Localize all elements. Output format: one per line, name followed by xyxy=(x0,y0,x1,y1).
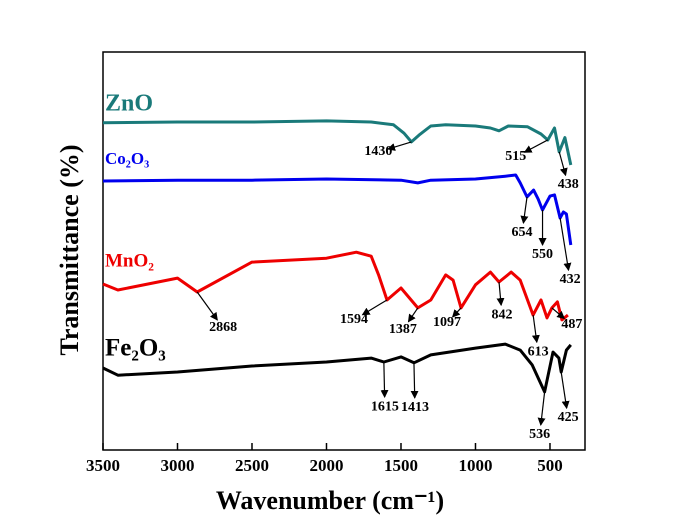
plot-frame xyxy=(102,51,586,451)
peak-label: 550 xyxy=(532,247,553,262)
peak-label: 654 xyxy=(512,225,533,240)
peak-arrow xyxy=(531,314,540,344)
peak-arrow xyxy=(407,307,419,323)
peak-arrow xyxy=(559,217,572,272)
series-line xyxy=(102,250,569,322)
peak-label: 842 xyxy=(492,307,513,322)
peak-label: 613 xyxy=(528,344,549,359)
series-line xyxy=(102,173,573,246)
peak-arrow xyxy=(496,281,505,307)
peak-label: 1615 xyxy=(371,399,399,414)
x-tick-label: 3500 xyxy=(86,456,120,475)
peak-label: 1387 xyxy=(389,322,417,337)
x-tick-label: 2000 xyxy=(309,456,343,475)
peak-label: 1430 xyxy=(364,144,392,159)
series-line xyxy=(102,342,572,394)
series-label: MnO₂ xyxy=(105,250,154,271)
peak-label: 432 xyxy=(560,272,581,287)
peak-label: 2868 xyxy=(209,320,237,335)
series-label: ZnO xyxy=(105,91,153,117)
x-tick-label: 1000 xyxy=(458,456,492,475)
x-tick-label: 1500 xyxy=(384,456,418,475)
x-tick-label: 2500 xyxy=(235,456,269,475)
peak-arrow xyxy=(523,139,549,153)
y-axis-label: Transmittance (%) xyxy=(55,144,84,355)
peak-arrow xyxy=(537,391,546,426)
peak-label: 1413 xyxy=(401,400,429,415)
x-axis-label: Wavenumber (cm⁻¹) xyxy=(216,486,444,515)
x-tick-label: 3000 xyxy=(160,456,194,475)
peak-label: 425 xyxy=(558,410,579,425)
peak-label: 438 xyxy=(558,177,579,192)
peak-label: 1594 xyxy=(340,312,368,327)
peak-arrow xyxy=(410,362,419,399)
peak-label: 515 xyxy=(505,149,526,164)
peak-arrow xyxy=(551,307,566,320)
peak-arrow xyxy=(361,299,388,316)
peak-arrow xyxy=(451,307,462,318)
peak-arrow xyxy=(196,291,218,321)
peak-label: 1097 xyxy=(433,315,461,330)
peak-arrow xyxy=(387,141,412,151)
series-line xyxy=(102,119,573,166)
peak-label: 536 xyxy=(529,427,550,442)
series-label: Fe₂O₃ xyxy=(105,335,166,362)
peak-arrow xyxy=(520,196,529,224)
x-tick-label: 500 xyxy=(537,456,563,475)
peak-label: 487 xyxy=(561,317,582,332)
series-label: Co₂O₃ xyxy=(105,149,149,168)
peak-arrow xyxy=(560,371,570,410)
peak-arrow xyxy=(380,362,389,399)
peak-arrow xyxy=(558,151,568,177)
